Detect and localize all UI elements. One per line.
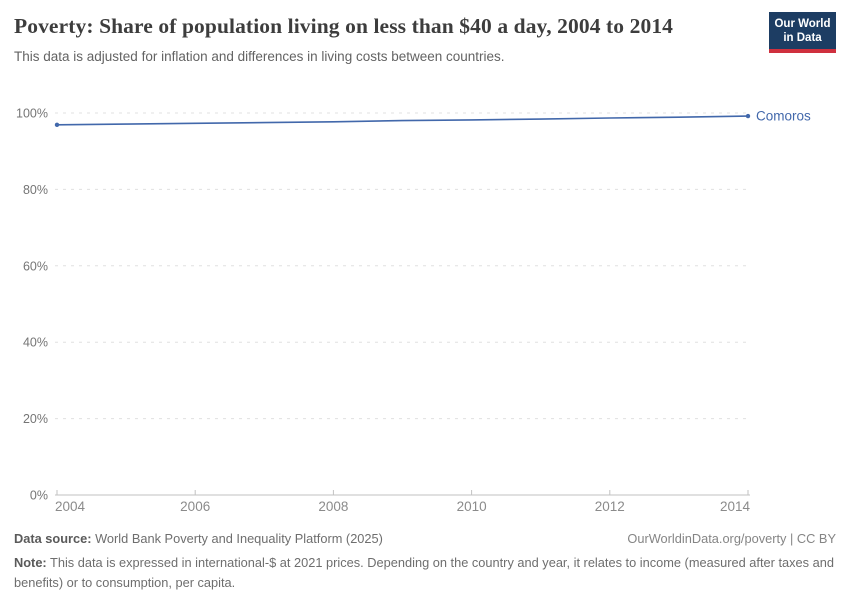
x-axis-tick-label: 2006 — [180, 499, 210, 514]
owid-logo-line2: in Data — [783, 32, 822, 44]
series-label-comoros[interactable]: Comoros — [756, 109, 811, 124]
owid-link[interactable]: OurWorldinData.org/poverty | CC BY — [627, 531, 836, 546]
y-axis-tick-label: 40% — [23, 336, 48, 350]
x-axis-tick-label: 2014 — [720, 499, 751, 514]
y-axis-tick-label: 100% — [16, 107, 48, 121]
owid-logo[interactable]: Our World in Data — [769, 12, 836, 53]
note-value: This data is expressed in international-… — [14, 555, 834, 590]
plot-area[interactable]: 0% 20% 40% 60% 80% 100% 2004 2006 2008 2010 2012 20… — [0, 100, 850, 520]
chart-subtitle: This data is adjusted for inflation and … — [14, 49, 505, 64]
x-axis-tick-label: 2012 — [595, 499, 625, 514]
series-end-point — [745, 113, 751, 119]
chart-title: Poverty: Share of population living on l… — [14, 14, 674, 38]
data-source-label: Data source: — [14, 531, 92, 546]
x-axis-tick-label: 2008 — [318, 499, 348, 514]
chart-header: Poverty: Share of population living on l… — [14, 12, 836, 64]
chart-footer: Data source: World Bank Poverty and Ineq… — [14, 531, 836, 593]
series-line-comoros[interactable] — [56, 115, 749, 126]
data-source-value: World Bank Poverty and Inequality Platfo… — [91, 531, 383, 546]
y-axis-tick-label: 80% — [23, 183, 48, 197]
y-axis-tick-label: 20% — [23, 412, 48, 426]
x-axis-tick-label: 2004 — [55, 499, 86, 514]
x-axis-tick-label: 2010 — [457, 499, 487, 514]
owid-logo-line1: Our World — [774, 18, 831, 30]
series-start-point — [54, 122, 60, 128]
y-axis-tick-label: 0% — [30, 489, 48, 503]
data-source: Data source: World Bank Poverty and Ineq… — [14, 531, 383, 546]
y-axis-tick-label: 60% — [23, 259, 48, 273]
note-label: Note: — [14, 555, 47, 570]
line-chart[interactable]: 0% 20% 40% 60% 80% 100% 2004 2006 2008 2010 2012 20… — [0, 100, 850, 520]
